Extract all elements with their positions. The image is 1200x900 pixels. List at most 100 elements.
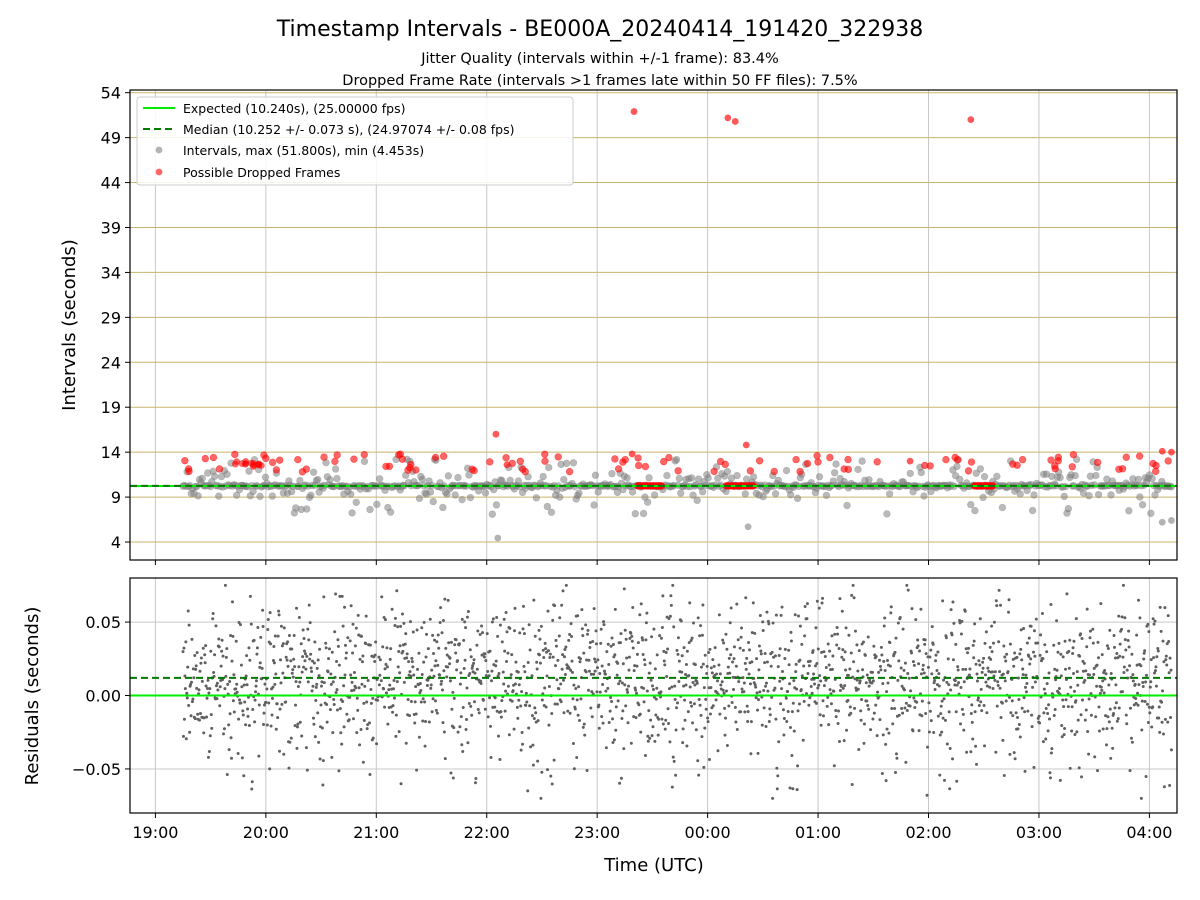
residual-point — [190, 637, 194, 641]
residual-point — [1146, 720, 1150, 724]
residual-point — [910, 651, 914, 655]
residual-point — [271, 659, 275, 663]
residual-point — [197, 718, 201, 722]
residual-point — [1046, 729, 1050, 733]
residual-point — [689, 701, 693, 705]
residual-point — [707, 651, 711, 655]
residual-point — [634, 716, 638, 720]
dropped-frame-point — [942, 455, 950, 464]
residual-point — [777, 740, 781, 744]
residual-point — [232, 673, 236, 677]
residual-point — [1045, 682, 1049, 686]
residual-point — [660, 625, 664, 629]
residual-point — [940, 730, 944, 734]
residual-point — [368, 772, 372, 776]
residual-point — [641, 638, 645, 642]
residual-point — [384, 618, 388, 622]
dropped-frame-point — [813, 452, 821, 460]
residuals-ytick-label-2: 0.05 — [85, 613, 121, 632]
residual-point — [855, 643, 859, 647]
residual-point — [675, 701, 679, 705]
residual-point — [650, 734, 654, 738]
residual-point — [1027, 636, 1031, 640]
residual-point — [672, 759, 676, 763]
residual-point — [1166, 720, 1170, 724]
residual-point — [526, 789, 530, 793]
residual-point — [958, 619, 962, 623]
residual-point — [487, 674, 491, 678]
residual-point — [530, 714, 534, 718]
residual-point — [292, 657, 296, 661]
dropped-frame-point — [184, 465, 193, 473]
residual-point — [931, 642, 935, 646]
residual-point — [353, 644, 357, 648]
residual-point — [494, 664, 498, 668]
residual-point — [870, 670, 874, 674]
interval-point — [631, 509, 640, 518]
residual-point — [729, 653, 733, 657]
residual-point — [285, 658, 289, 662]
residual-point — [871, 679, 875, 683]
residual-point — [296, 684, 300, 688]
dropped-frame-point — [721, 460, 729, 469]
interval-outlier-2 — [1158, 518, 1166, 526]
residual-point — [481, 698, 485, 702]
residual-point — [771, 621, 775, 625]
interval-point — [1107, 491, 1115, 499]
residual-point — [1067, 649, 1071, 653]
residual-point — [225, 647, 229, 651]
residual-point — [1115, 652, 1119, 656]
residual-point — [425, 683, 429, 687]
residual-point — [630, 634, 634, 638]
residual-point — [394, 734, 398, 738]
residual-point — [259, 635, 263, 639]
residual-point — [1139, 664, 1143, 668]
residual-point — [469, 655, 473, 659]
residual-point — [560, 667, 564, 671]
residual-point — [318, 757, 322, 761]
residual-point — [188, 730, 192, 734]
residual-point — [794, 662, 798, 666]
residual-point — [274, 672, 278, 676]
residual-point — [509, 673, 513, 677]
residual-point — [589, 672, 593, 676]
residual-point — [533, 706, 537, 710]
residual-point — [311, 659, 315, 663]
residuals-xtick-label-7: 02:00 — [905, 823, 951, 842]
residual-point — [876, 690, 880, 694]
residual-point — [1097, 729, 1101, 733]
residual-point — [631, 646, 635, 650]
residual-point — [312, 722, 316, 726]
residual-point — [389, 647, 393, 651]
residual-point — [1026, 709, 1030, 713]
residual-point — [900, 706, 904, 710]
residual-point — [630, 639, 634, 643]
residual-point — [747, 672, 751, 676]
residual-point — [671, 755, 675, 759]
residual-point — [436, 663, 440, 667]
residual-point — [468, 648, 472, 652]
residual-point — [412, 673, 416, 677]
residual-point — [1118, 642, 1122, 646]
residual-point — [1092, 673, 1096, 677]
dropped-frame-point — [412, 466, 420, 474]
intervals-ytick-label-7: 39 — [101, 218, 121, 237]
residual-point — [703, 726, 707, 730]
residual-point — [655, 653, 659, 657]
residual-point — [800, 642, 804, 646]
residual-point — [998, 686, 1002, 690]
dropped-frame-point — [250, 460, 257, 467]
residual-point — [225, 772, 229, 776]
residual-point — [807, 703, 811, 707]
residual-point — [414, 685, 418, 689]
residual-point — [380, 595, 384, 599]
residual-point — [205, 715, 209, 719]
residual-point — [939, 704, 943, 708]
residual-point — [467, 701, 471, 705]
residual-point — [694, 728, 698, 732]
residual-point — [803, 604, 807, 608]
residual-point — [369, 687, 373, 691]
residual-point — [227, 748, 231, 752]
residual-point — [990, 624, 994, 628]
residual-point — [827, 723, 831, 727]
